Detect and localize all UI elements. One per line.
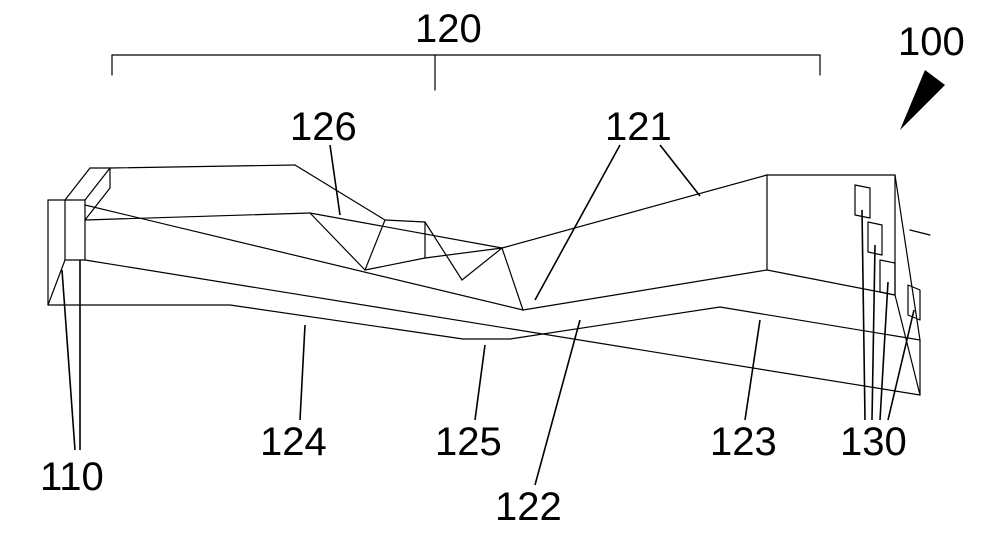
ref-label-part_110: 110	[40, 455, 104, 499]
ref-label-part_121: 121	[605, 105, 672, 149]
ref-label-part_122: 122	[495, 485, 562, 529]
technical-figure: 100 120 126 121 110 124 125 122 123 130	[0, 0, 1000, 533]
ref-label-assembly: 100	[898, 20, 965, 64]
ref-label-group: 120	[415, 7, 482, 51]
figure-geometry	[48, 55, 930, 395]
ref-label-part_124: 124	[260, 420, 327, 464]
ref-label-part_123: 123	[710, 420, 777, 464]
assembly-arrow-icon	[900, 70, 945, 130]
ref-label-part_126: 126	[290, 105, 357, 149]
ref-label-part_130: 130	[840, 420, 907, 464]
ref-label-part_125: 125	[435, 420, 502, 464]
